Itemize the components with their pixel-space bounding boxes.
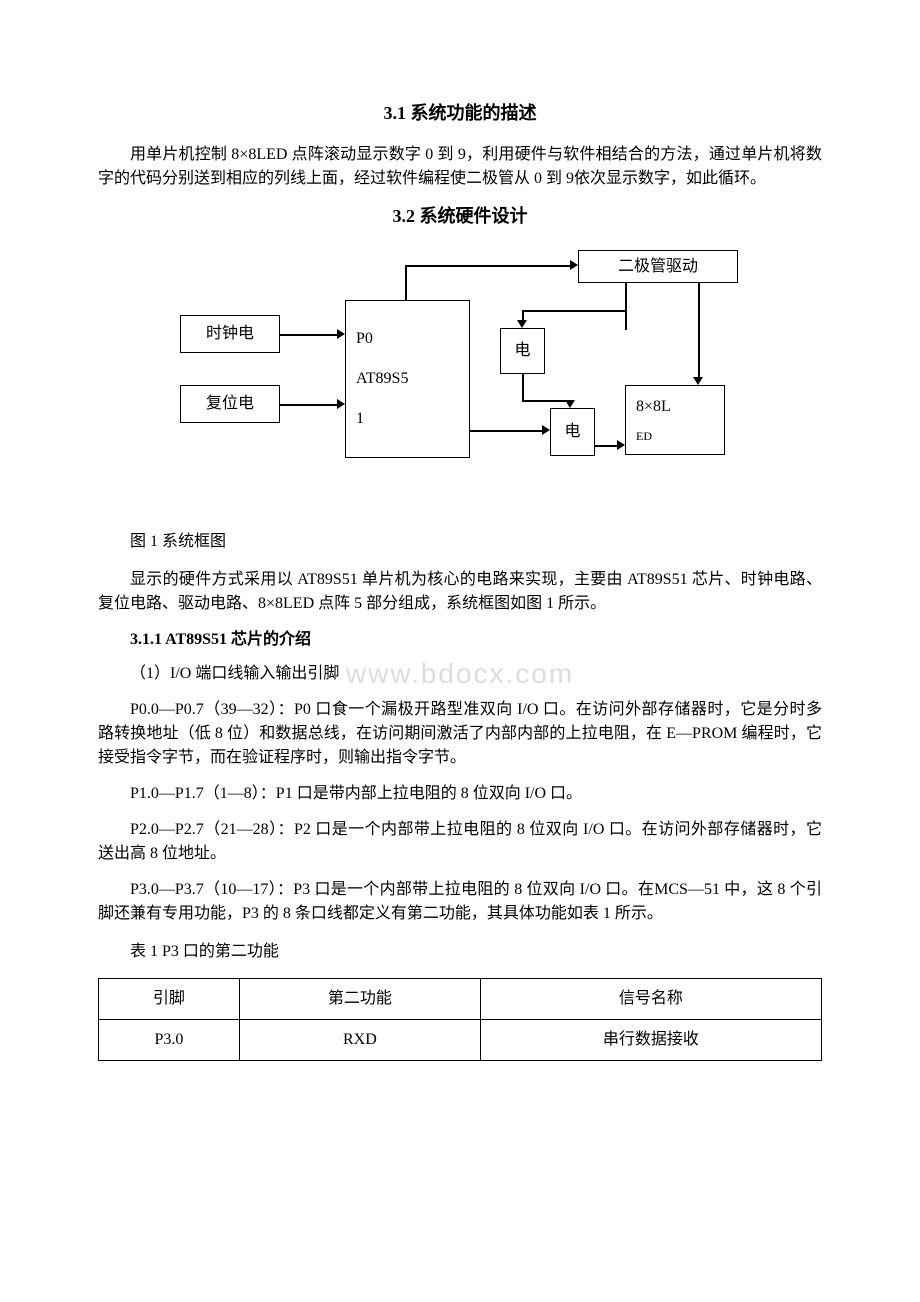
table-header-row: 引脚 第二功能 信号名称 — [99, 979, 822, 1020]
block-mcu: P0 AT89S5 1 — [345, 300, 470, 458]
block-reset-label: 复位电 — [206, 392, 254, 416]
block-led: 8×8L ED — [625, 385, 725, 455]
block-led-line1: 8×8L — [636, 395, 671, 419]
heading-3-2: 3.2 系统硬件设计 — [98, 203, 822, 230]
cell-signal: 串行数据接收 — [480, 1020, 821, 1061]
block-driver: 二极管驱动 — [578, 250, 738, 283]
io-intro: （1）I/O 端口线输入输出引脚 — [98, 662, 822, 686]
col-second-func: 第二功能 — [239, 979, 480, 1020]
pin-function-table: 引脚 第二功能 信号名称 P3.0 RXD 串行数据接收 — [98, 978, 822, 1061]
table-1-caption: 表 1 P3 口的第二功能 — [98, 940, 822, 964]
heading-3-1-1: 3.1.1 AT89S51 芯片的介绍 — [98, 628, 822, 652]
p2-para: P2.0—P2.7（21—28）：P2 口是一个内部带上拉电阻的 8 位双向 I… — [98, 818, 822, 866]
block-clock: 时钟电 — [180, 315, 280, 353]
p0-para: P0.0—P0.7（39—32）：P0 口食一个漏极开路型准双向 I/O 口。在… — [98, 698, 822, 770]
block-power1-label: 电 — [514, 339, 530, 363]
cell-func: RXD — [239, 1020, 480, 1061]
block-mcu-suffix: 1 — [356, 407, 364, 431]
para-3-1: 用单片机控制 8×8LED 点阵滚动显示数字 0 到 9，利用硬件与软件相结合的… — [98, 143, 822, 191]
col-pin: 引脚 — [99, 979, 240, 1020]
table-row: P3.0 RXD 串行数据接收 — [99, 1020, 822, 1061]
para-hardware: 显示的硬件方式采用以 AT89S51 单片机为核心的电路来实现，主要由 AT89… — [98, 568, 822, 616]
block-power1: 电 — [500, 328, 545, 374]
figure-1-caption: 图 1 系统框图 — [98, 530, 822, 554]
system-block-diagram: 时钟电 复位电 P0 AT89S5 1 二极管驱动 电 电 8×8L ED — [180, 250, 740, 480]
block-clock-label: 时钟电 — [206, 322, 254, 346]
block-reset: 复位电 — [180, 385, 280, 423]
heading-3-1: 3.1 系统功能的描述 — [98, 100, 822, 127]
p1-para: P1.0—P1.7（1—8）：P1 口是带内部上拉电阻的 8 位双向 I/O 口… — [98, 782, 822, 806]
block-power2-label: 电 — [564, 420, 580, 444]
block-mcu-name: AT89S5 — [356, 367, 408, 391]
block-mcu-p0: P0 — [356, 327, 373, 351]
block-led-line2: ED — [636, 427, 652, 445]
block-power2: 电 — [550, 408, 595, 456]
col-signal: 信号名称 — [480, 979, 821, 1020]
block-driver-label: 二极管驱动 — [618, 255, 698, 279]
p3-para: P3.0—P3.7（10—17）：P3 口是一个内部带上拉电阻的 8 位双向 I… — [98, 878, 822, 926]
cell-pin: P3.0 — [99, 1020, 240, 1061]
